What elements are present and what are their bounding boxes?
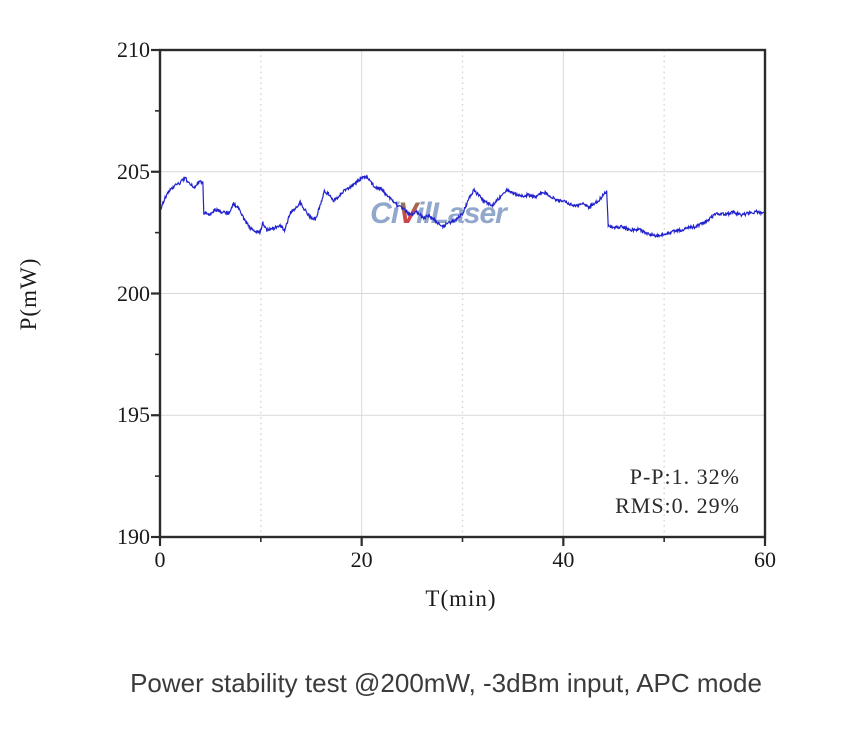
x-axis-title: T(min) [425, 586, 497, 611]
power-trace [159, 174, 766, 238]
y-tick-label: 200 [117, 280, 150, 306]
x-tick-label: 0 [154, 547, 166, 572]
y-tick-label: 195 [117, 402, 150, 428]
y-tick-label: 210 [117, 37, 150, 62]
x-tick-label: 20 [350, 547, 373, 572]
y-tick-label: 190 [117, 524, 150, 549]
peak-to-peak-value: P-P:1. 32% [629, 464, 740, 489]
chart-caption: Power stability test @200mW, -3dBm input… [130, 668, 762, 698]
stability-chart: CiVilLaser [151, 48, 767, 546]
y-tick-label: 205 [117, 158, 150, 184]
rms-value: RMS:0. 29% [615, 493, 740, 518]
stats-annotation: P-P:1. 32% RMS:0. 29% [440, 462, 740, 520]
y-axis-title: P(mW) [16, 257, 41, 331]
x-tick-label: 60 [754, 547, 776, 572]
x-tick-label: 40 [552, 547, 575, 572]
